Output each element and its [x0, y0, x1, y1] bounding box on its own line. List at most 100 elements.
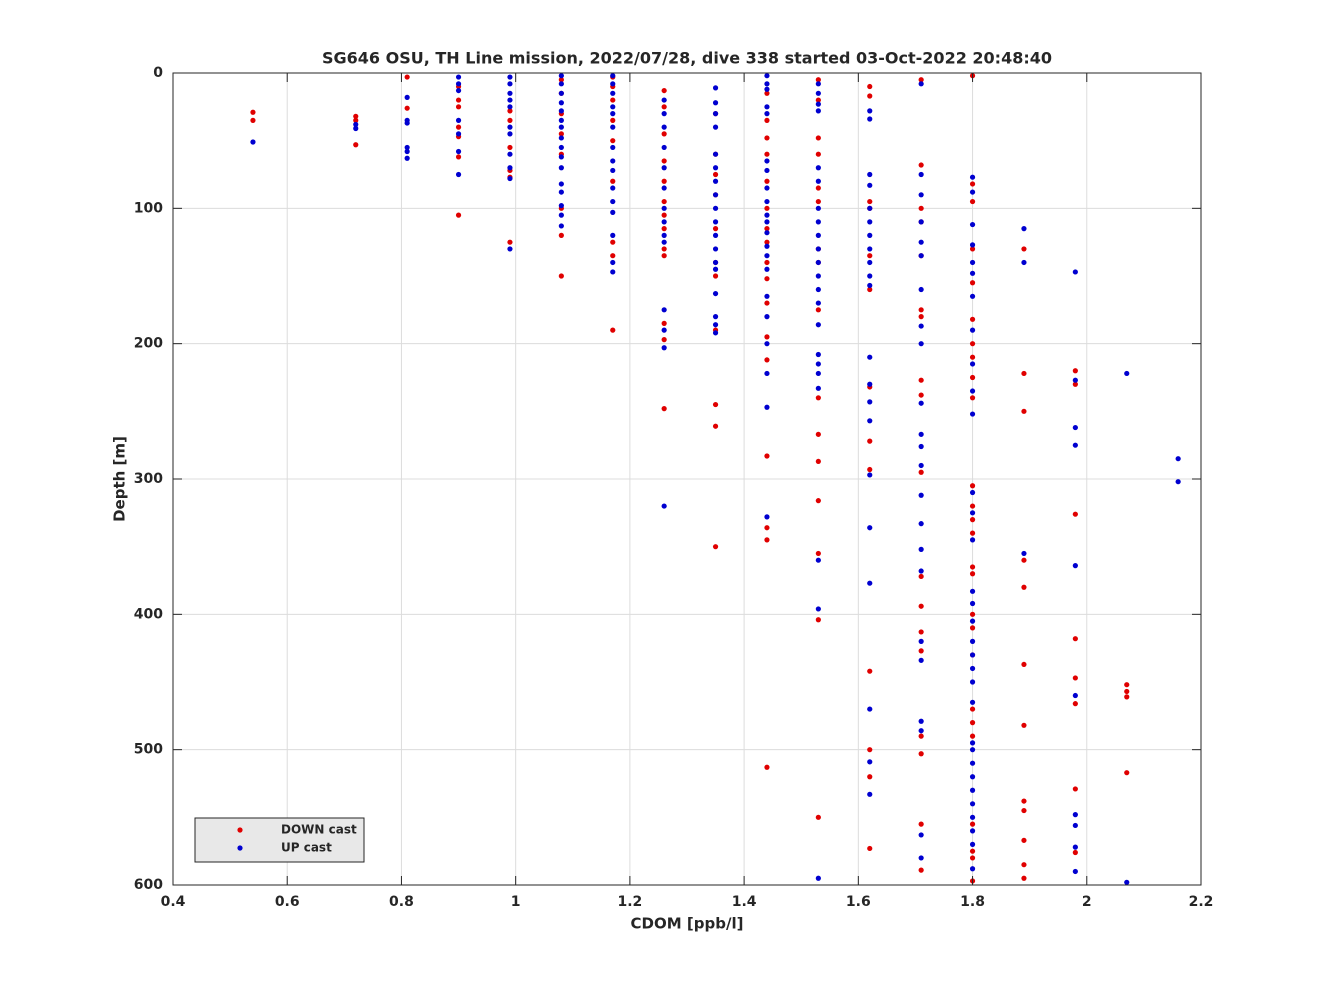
point — [918, 638, 924, 645]
x-tick-label: 1.6 — [846, 894, 871, 910]
point — [969, 814, 976, 820]
point — [815, 875, 821, 881]
legend: DOWN cast UP cast — [194, 817, 365, 863]
point — [969, 411, 976, 417]
point — [1072, 377, 1078, 383]
point — [867, 706, 873, 712]
point — [661, 406, 667, 412]
point — [815, 77, 821, 83]
point — [815, 351, 821, 358]
point — [661, 246, 667, 252]
point — [712, 165, 719, 171]
point — [610, 81, 616, 87]
point — [969, 388, 976, 394]
point — [815, 361, 821, 367]
point — [558, 90, 564, 96]
point — [764, 151, 770, 157]
point — [507, 97, 513, 103]
point — [1021, 259, 1027, 266]
point — [661, 185, 667, 191]
point — [1021, 862, 1027, 868]
point — [712, 219, 719, 225]
point — [1021, 557, 1027, 563]
point — [867, 246, 873, 252]
point — [815, 232, 821, 238]
point — [764, 178, 770, 184]
point — [867, 845, 873, 852]
point — [918, 400, 924, 406]
point — [455, 171, 462, 178]
point — [764, 537, 770, 543]
point — [712, 151, 719, 157]
point — [815, 198, 821, 205]
point — [507, 131, 513, 137]
point — [867, 381, 873, 387]
point — [867, 93, 873, 99]
point — [610, 144, 616, 151]
point — [918, 323, 924, 329]
point — [610, 117, 616, 123]
point — [507, 175, 513, 182]
point — [507, 108, 513, 114]
point — [764, 117, 770, 123]
point — [918, 171, 924, 178]
point — [610, 198, 616, 205]
point — [815, 606, 821, 612]
x-tick-label: 2 — [1082, 894, 1092, 910]
point — [764, 404, 770, 410]
point — [610, 232, 616, 238]
point — [404, 105, 410, 111]
point — [815, 259, 821, 266]
point — [969, 537, 976, 543]
point — [969, 828, 976, 834]
point — [867, 668, 873, 674]
point — [918, 657, 924, 663]
point — [558, 73, 564, 79]
point — [507, 151, 513, 157]
y-tick-label: 100 — [134, 200, 163, 216]
point — [712, 111, 719, 117]
point — [507, 144, 513, 151]
y-axis-label: Depth [m] — [111, 436, 129, 522]
point — [764, 293, 770, 299]
point — [969, 259, 976, 266]
point — [1021, 875, 1027, 881]
point — [661, 307, 667, 313]
point — [455, 97, 462, 103]
point — [661, 104, 667, 110]
point — [764, 90, 770, 96]
point — [661, 212, 667, 218]
point — [815, 101, 821, 107]
point — [1072, 636, 1078, 642]
point — [1021, 837, 1027, 843]
point — [764, 212, 770, 218]
point — [558, 124, 564, 130]
point — [507, 239, 513, 245]
point — [969, 801, 976, 807]
point — [610, 239, 616, 245]
point — [969, 374, 976, 381]
point — [455, 124, 462, 130]
point — [815, 90, 821, 96]
point — [558, 131, 564, 137]
point — [1072, 442, 1078, 448]
point — [918, 77, 924, 83]
point — [404, 144, 410, 151]
point — [918, 821, 924, 827]
point — [969, 503, 976, 509]
point — [969, 821, 976, 827]
point — [969, 733, 976, 739]
points — [250, 73, 1181, 885]
point — [867, 418, 873, 424]
point — [764, 276, 770, 282]
point — [867, 774, 873, 780]
point — [969, 625, 976, 631]
point — [918, 392, 924, 398]
point — [969, 841, 976, 848]
point — [867, 286, 873, 293]
point — [815, 151, 821, 157]
point — [661, 320, 667, 326]
point — [610, 73, 616, 79]
point — [918, 162, 924, 168]
